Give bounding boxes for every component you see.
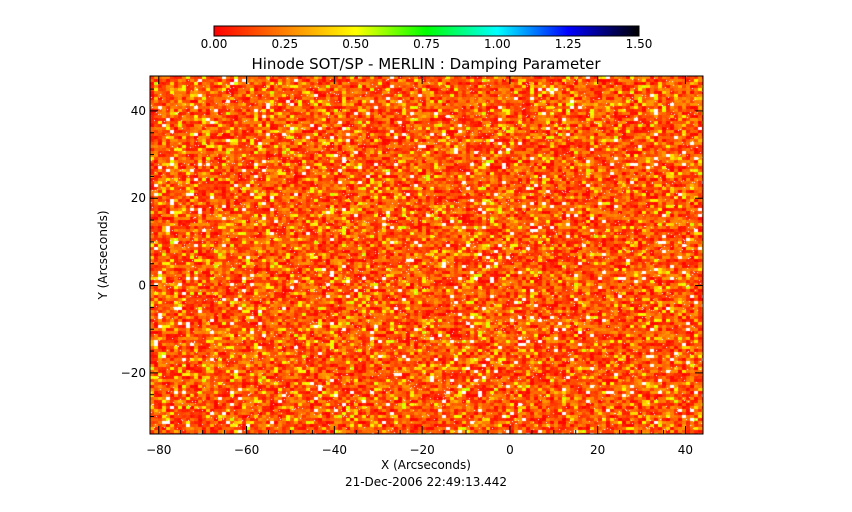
colorbar-tick-label: 0.00 — [201, 37, 228, 51]
colorbar: 0.00 0.25 0.50 0.75 1.00 1.25 1.50 — [201, 25, 653, 51]
x-tick-label: −80 — [146, 443, 171, 457]
x-tick-label: −60 — [234, 443, 259, 457]
colorbar-tick-label: 1.00 — [484, 37, 511, 51]
x-axis: −80 −60 −40 −20 0 20 40 — [146, 76, 693, 457]
y-tick-label: 20 — [131, 191, 146, 205]
colorbar-gradient — [213, 25, 640, 37]
colorbar-tick-label: 1.50 — [626, 37, 653, 51]
x-tick-label: 0 — [506, 443, 514, 457]
chart-title: Hinode SOT/SP - MERLIN : Damping Paramet… — [251, 55, 601, 73]
colorbar-tick-label: 1.25 — [555, 37, 582, 51]
y-tick-label: −20 — [121, 366, 146, 380]
y-axis-label: Y (Arcseconds) — [96, 210, 110, 300]
x-tick-label: 20 — [590, 443, 605, 457]
y-tick-label: 40 — [131, 104, 146, 118]
x-axis-label: X (Arcseconds) — [381, 458, 471, 472]
heatmap-field — [150, 76, 703, 434]
plot-frame — [149, 75, 704, 435]
heatmap-image — [150, 76, 703, 434]
x-tick-label: −40 — [322, 443, 347, 457]
x-tick-label: 40 — [678, 443, 693, 457]
colorbar-tick-label: 0.25 — [271, 37, 298, 51]
x-tick-label: −20 — [409, 443, 434, 457]
y-tick-label: 0 — [138, 279, 146, 293]
timestamp: 21-Dec-2006 22:49:13.442 — [345, 475, 507, 489]
y-axis: −20 0 20 40 — [121, 88, 703, 418]
colorbar-tick-label: 0.50 — [342, 37, 369, 51]
colorbar-tick-label: 0.75 — [413, 37, 440, 51]
colorbar-tick-labels: 0.00 0.25 0.50 0.75 1.00 1.25 1.50 — [201, 37, 653, 51]
